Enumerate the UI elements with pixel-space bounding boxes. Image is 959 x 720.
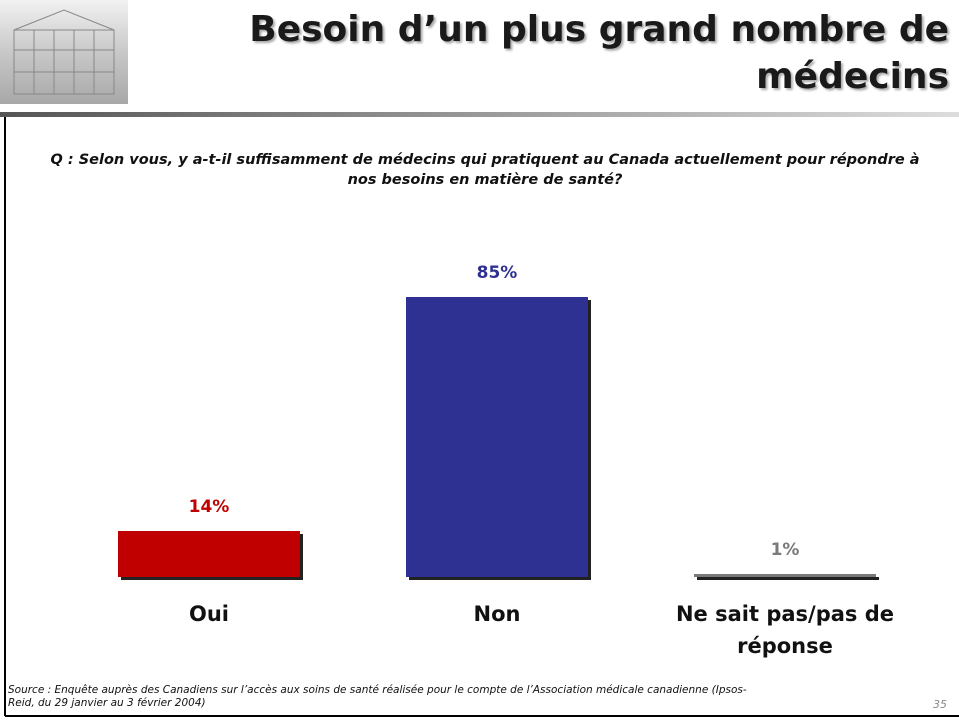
category-label: Ne sait pas/pas de réponse <box>675 602 894 658</box>
category-label: Oui <box>188 602 229 626</box>
question: Q : Selon vous, y a-t-il suffisamment de… <box>50 152 920 188</box>
header-rule <box>0 112 959 117</box>
source-note: Source : Enquête auprès des Canadiens su… <box>8 684 747 709</box>
value-label: 14% <box>188 496 230 517</box>
bar <box>118 530 300 577</box>
value-label: 85% <box>476 263 518 283</box>
page-number: 35 <box>933 698 947 711</box>
header-photo <box>0 0 128 104</box>
chart-title: Besoin d’un plus grand nombre de médecin… <box>249 9 949 97</box>
value-label: 1% <box>770 539 800 560</box>
building-sketch <box>13 9 115 95</box>
bar <box>406 297 588 577</box>
category-label: Non <box>473 602 521 626</box>
bar <box>694 573 876 577</box>
